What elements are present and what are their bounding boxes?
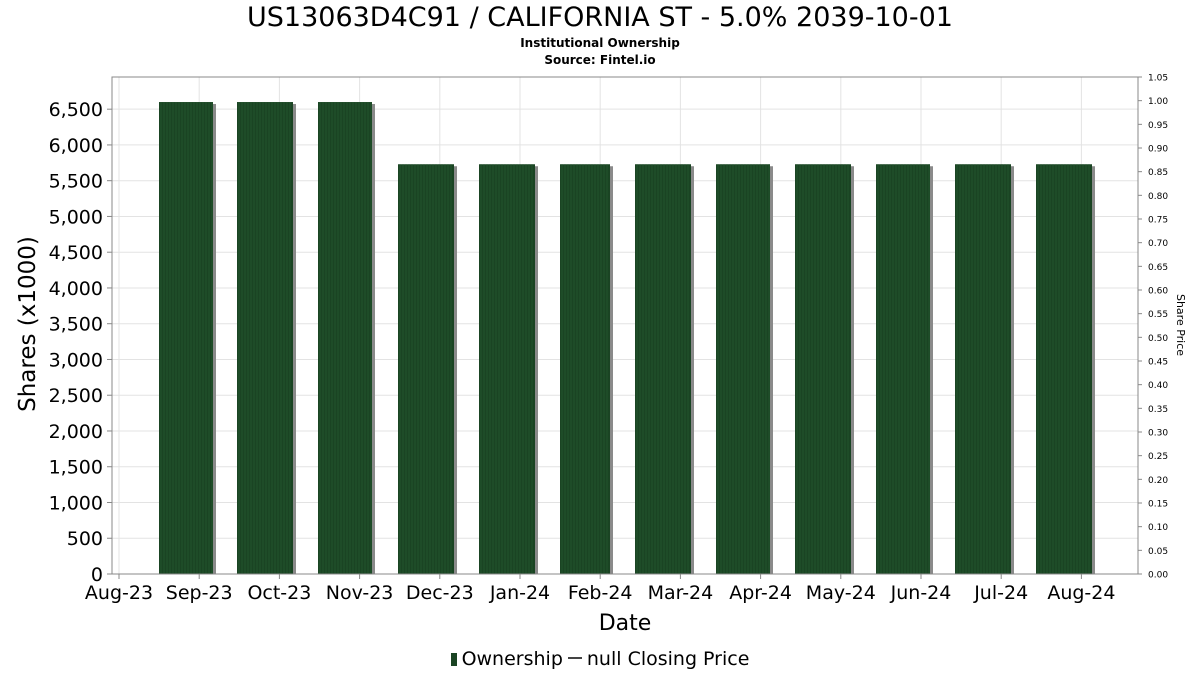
y2-tick-label: 0.50	[1148, 334, 1168, 344]
y2-tick-label: 1.00	[1148, 97, 1168, 107]
y-axis-label: Shares (x1000)	[15, 236, 41, 412]
y-tick-label: 500	[67, 528, 103, 550]
y2-tick-label: 0.65	[1148, 263, 1168, 273]
ownership-bar	[955, 164, 1011, 574]
y2-tick-label: 0.40	[1148, 381, 1168, 391]
y-tick-label: 4,000	[49, 278, 103, 300]
ownership-bar	[237, 102, 293, 574]
y2-tick-label: 0.85	[1148, 168, 1168, 178]
y-tick-label: 1,500	[49, 457, 103, 479]
chart-source: Source: Fintel.io	[544, 53, 656, 67]
y2-tick-label: 0.30	[1148, 429, 1168, 439]
y2-tick-label: 0.45	[1148, 358, 1168, 368]
ownership-bar	[876, 164, 930, 574]
y2-tick-label: 1.05	[1148, 74, 1168, 84]
x-tick-label: Feb-24	[568, 582, 633, 604]
y-tick-label: 2,000	[49, 421, 103, 443]
x-tick-label: Jul-24	[973, 582, 1028, 604]
ownership-bar	[1036, 164, 1092, 574]
x-tick-label: Aug-24	[1047, 582, 1115, 604]
y-tick-label: 3,000	[49, 349, 103, 371]
x-tick-label: Jun-24	[890, 582, 952, 604]
ownership-bar	[635, 164, 691, 574]
y-tick-label: 6,000	[49, 135, 103, 157]
y-tick-label: 0	[91, 564, 103, 586]
ownership-bar	[560, 164, 610, 574]
y-tick-label: 5,000	[49, 206, 103, 228]
y-tick-label: 4,500	[49, 242, 103, 264]
y2-tick-label: 0.00	[1148, 571, 1168, 581]
legend-ownership: Ownership	[461, 648, 563, 670]
ownership-bar	[479, 164, 535, 574]
x-axis-label: Date	[599, 611, 652, 636]
y-tick-label: 2,500	[49, 385, 103, 407]
y2-tick-label: 0.55	[1148, 310, 1168, 320]
chart-legend: Ownership null Closing Price	[0, 647, 1200, 671]
x-tick-label: May-24	[806, 582, 876, 604]
plot-area-border	[111, 76, 1139, 575]
x-tick-label: Oct-23	[247, 582, 311, 604]
y2-axis-label: Share Price	[1174, 294, 1187, 356]
y2-tick-label: 0.20	[1148, 476, 1168, 486]
chart-title: US13063D4C91 / CALIFORNIA ST - 5.0% 2039…	[247, 2, 953, 33]
chart-subtitle: Institutional Ownership	[520, 36, 680, 50]
y-tick-label: 6,500	[49, 99, 103, 121]
ownership-bar	[795, 164, 851, 574]
x-tick-label: Jan-24	[489, 582, 550, 604]
ownership-legend-swatch	[450, 653, 457, 666]
x-tick-label: Sep-23	[166, 582, 233, 604]
x-tick-label: Dec-23	[406, 582, 474, 604]
y2-tick-label: 0.35	[1148, 405, 1168, 415]
legend-price: null Closing Price	[586, 648, 750, 670]
y2-tick-label: 0.70	[1148, 239, 1168, 249]
price-legend-line	[567, 657, 582, 659]
ownership-bar	[318, 102, 372, 574]
y-tick-label: 5,500	[49, 171, 103, 193]
y2-tick-label: 0.90	[1148, 145, 1168, 155]
y2-tick-label: 0.80	[1148, 192, 1168, 202]
x-tick-label: Apr-24	[729, 582, 792, 604]
x-tick-label: Mar-24	[648, 582, 714, 604]
y2-tick-label: 0.95	[1148, 121, 1168, 131]
y2-tick-label: 0.05	[1148, 547, 1168, 557]
y2-tick-label: 0.60	[1148, 287, 1168, 297]
y2-tick-label: 0.15	[1148, 500, 1168, 510]
ownership-bar	[716, 164, 770, 574]
y2-tick-label: 0.75	[1148, 216, 1168, 226]
y2-tick-label: 0.10	[1148, 523, 1168, 533]
ownership-bar	[398, 164, 454, 574]
y-tick-label: 1,000	[49, 492, 103, 514]
x-tick-label: Nov-23	[326, 582, 394, 604]
y-tick-label: 3,500	[49, 314, 103, 336]
x-tick-label: Aug-23	[85, 582, 153, 604]
ownership-bar	[159, 102, 213, 574]
y2-tick-label: 0.25	[1148, 452, 1168, 462]
